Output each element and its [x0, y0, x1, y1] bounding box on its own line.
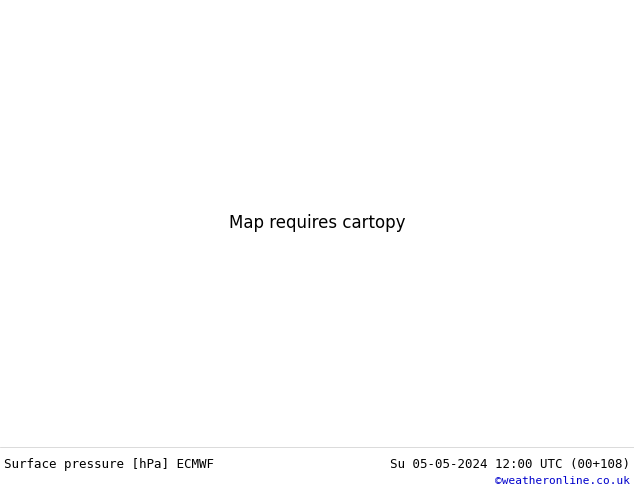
Text: Surface pressure [hPa] ECMWF: Surface pressure [hPa] ECMWF: [4, 458, 214, 471]
Text: ©weatheronline.co.uk: ©weatheronline.co.uk: [495, 476, 630, 486]
Text: Map requires cartopy: Map requires cartopy: [229, 215, 405, 232]
Text: Su 05-05-2024 12:00 UTC (00+108): Su 05-05-2024 12:00 UTC (00+108): [390, 458, 630, 471]
